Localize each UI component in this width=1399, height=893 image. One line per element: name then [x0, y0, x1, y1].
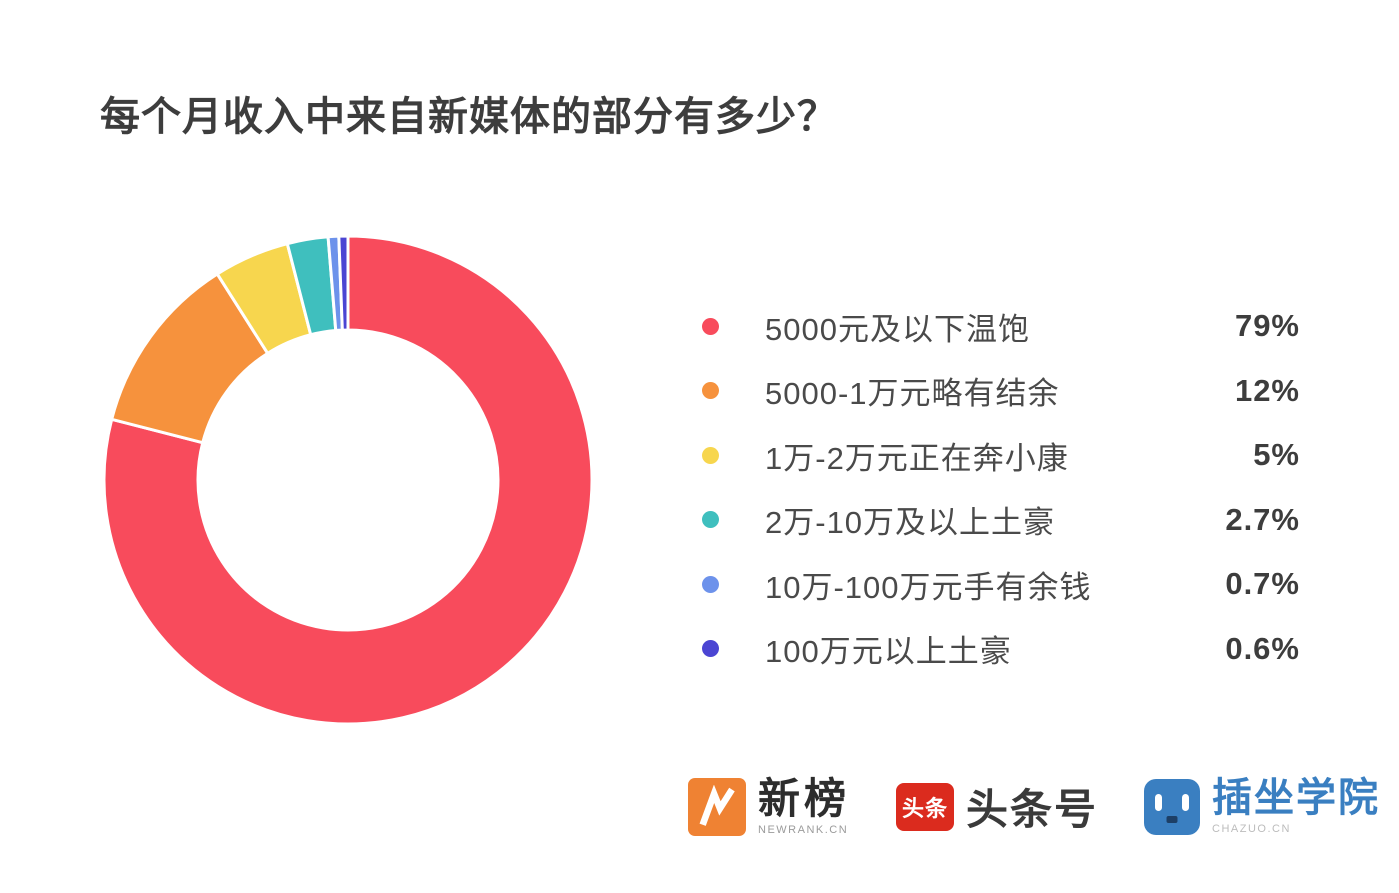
legend-label: 2万-10万及以上土豪 — [765, 505, 1056, 541]
robot-face-icon — [1144, 778, 1201, 835]
page-title: 每个月收入中来自新媒体的部分有多少？ — [100, 95, 838, 139]
legend-swatch-icon — [702, 511, 719, 529]
legend-swatch-icon — [702, 640, 719, 658]
legend-swatch-icon — [702, 382, 719, 400]
footer-logos: 新榜 NEWRANK.CN 头条 头条号 插坐学院 CHAZUO.CN — [688, 776, 1380, 837]
newrank-url-text: NEWRANK.CN — [758, 823, 849, 836]
legend-label: 100万元以上土豪 — [765, 634, 1012, 670]
toutiao-badge-icon: 头条 — [896, 782, 955, 831]
legend-label: 10万-100万元手有余钱 — [765, 569, 1092, 605]
legend-row: 1万-2万元正在奔小康 5% — [702, 423, 1300, 488]
legend-value: 2.7% — [1225, 501, 1300, 537]
donut-segment-5 — [337, 234, 350, 332]
toutiao-wordmark: 头条号 — [966, 786, 1099, 833]
legend-value: 0.6% — [1225, 630, 1300, 666]
legend-value: 79% — [1234, 308, 1300, 344]
legend-label: 5000-1万元略有结余 — [765, 376, 1060, 412]
legend-swatch-icon — [702, 446, 719, 464]
legend-swatch-icon — [702, 575, 719, 593]
legend-label: 5000元及以下温饱 — [765, 311, 1030, 347]
legend-value: 12% — [1234, 372, 1300, 408]
donut-segment-0 — [102, 234, 594, 726]
chazuo-wordmark: 插坐学院 — [1212, 776, 1381, 820]
chart-legend: 5000元及以下温饱 79% 5000-1万元略有结余 12% 1万-2万元正在奔小康 5… — [702, 294, 1300, 681]
legend-label: 1万-2万元正在奔小康 — [765, 440, 1069, 476]
legend-row: 2万-10万及以上土豪 2.7% — [702, 488, 1300, 553]
legend-row: 5000元及以下温饱 79% — [702, 294, 1300, 359]
chazuo-url-text: CHAZUO.CN — [1212, 823, 1291, 835]
donut-chart-svg — [102, 234, 594, 726]
toutiao-logo: 头条 头条号 — [896, 776, 1098, 837]
legend-value: 0.7% — [1225, 566, 1300, 602]
chazuo-logo: 插坐学院 CHAZUO.CN — [1144, 778, 1380, 835]
newrank-logo: 新榜 NEWRANK.CN — [688, 774, 851, 836]
legend-row: 10万-100万元手有余钱 0.7% — [702, 552, 1300, 617]
legend-row: 5000-1万元略有结余 12% — [702, 359, 1300, 424]
newrank-wordmark: 新榜 — [758, 774, 851, 822]
lightning-n-icon — [688, 777, 746, 836]
legend-row: 100万元以上土豪 0.6% — [702, 617, 1300, 682]
legend-value: 5% — [1253, 437, 1300, 473]
legend-swatch-icon — [702, 317, 719, 335]
donut-chart — [101, 233, 595, 727]
